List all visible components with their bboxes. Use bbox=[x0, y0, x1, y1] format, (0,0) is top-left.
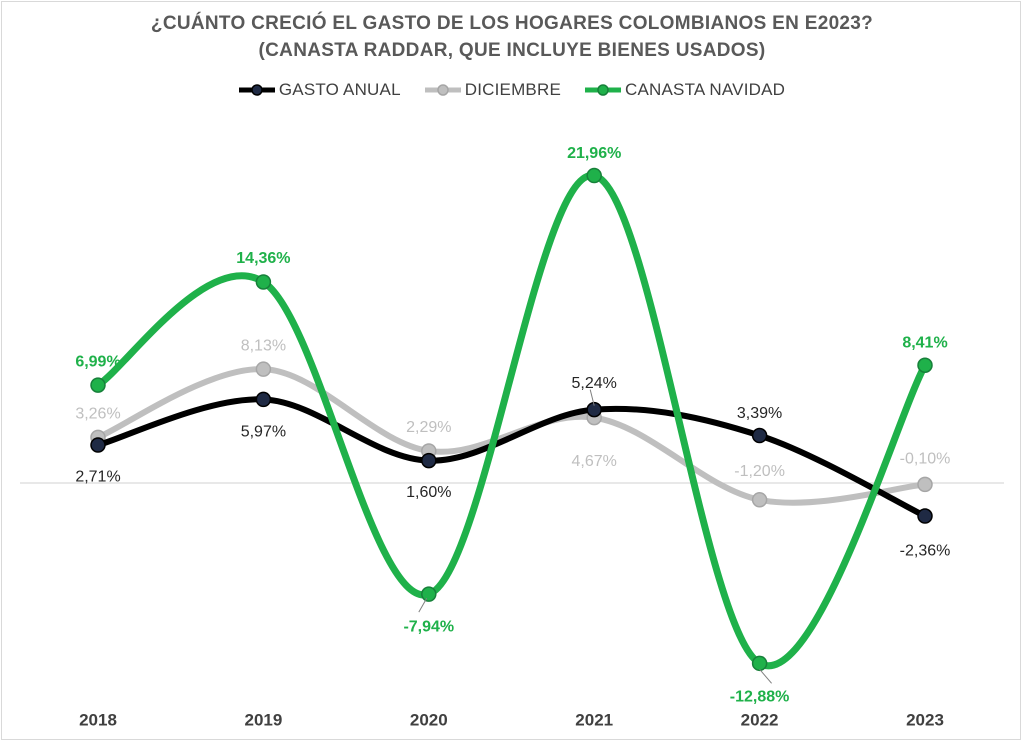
chart-subtitle: (CANASTA RADDAR, QUE INCLUYE BIENES USAD… bbox=[258, 40, 766, 61]
point-canasta-navidad-2022 bbox=[751, 655, 768, 672]
legend-swatch-gasto-anual bbox=[238, 84, 275, 96]
legend-label-canasta-navidad: CANASTA NAVIDAD bbox=[625, 80, 786, 99]
legend-label-diciembre: DICIEMBRE bbox=[464, 80, 561, 99]
data-label-canasta-navidad-2021: 21,96% bbox=[567, 145, 621, 162]
series-line-gasto-anual bbox=[95, 396, 928, 520]
data-label-gasto-anual-2019: 5,97% bbox=[241, 424, 286, 441]
data-label-gasto-anual-2023: -2,36% bbox=[900, 542, 951, 559]
x-tick-label-2022: 2022 bbox=[741, 710, 779, 729]
point-canasta-navidad-2020 bbox=[421, 586, 437, 602]
point-diciembre-2022 bbox=[751, 492, 768, 508]
data-label-diciembre-2022: -1,20% bbox=[734, 463, 785, 480]
legend-swatch-diciembre bbox=[424, 84, 461, 96]
x-tick-label-2021: 2021 bbox=[575, 710, 613, 729]
data-label-diciembre-2023: -0,10% bbox=[900, 451, 951, 468]
data-label-canasta-navidad-2020: -7,94% bbox=[403, 618, 454, 635]
leader-line-navidad-2020 bbox=[418, 597, 428, 613]
data-label-diciembre-2019: 8,13% bbox=[241, 337, 286, 354]
x-tick-label-2019: 2019 bbox=[244, 710, 282, 729]
data-label-gasto-anual-2022: 3,39% bbox=[737, 405, 782, 422]
data-label-gasto-anual-2021: 5,24% bbox=[572, 375, 617, 392]
legend-item-gasto-anual: GASTO ANUAL bbox=[238, 80, 401, 100]
series-line-canasta-navidad bbox=[94, 172, 929, 670]
point-canasta-navidad-2023 bbox=[917, 357, 933, 374]
leader-line-gasto-2021 bbox=[589, 389, 595, 406]
point-canasta-navidad-2019 bbox=[255, 274, 272, 290]
legend-item-diciembre: DICIEMBRE bbox=[424, 80, 561, 100]
point-gasto-anual-2021 bbox=[586, 401, 602, 418]
data-label-canasta-navidad-2023: 8,41% bbox=[902, 334, 947, 351]
data-label-canasta-navidad-2022: -12,88% bbox=[730, 689, 790, 706]
legend-label-gasto-anual: GASTO ANUAL bbox=[278, 80, 401, 99]
data-label-diciembre-2021: 4,67% bbox=[572, 453, 617, 470]
data-label-canasta-navidad-2018: 6,99% bbox=[75, 353, 120, 370]
x-tick-label-2020: 2020 bbox=[410, 710, 448, 729]
point-gasto-anual-2019 bbox=[255, 391, 272, 408]
data-label-canasta-navidad-2019: 14,36% bbox=[236, 250, 290, 267]
chart-legend: GASTO ANUAL DICIEMBRE CANASTA NAVIDAD bbox=[0, 80, 1024, 100]
data-label-gasto-anual-2020: 1,60% bbox=[406, 484, 451, 501]
point-gasto-anual-2023 bbox=[917, 508, 933, 524]
legend-item-canasta-navidad: CANASTA NAVIDAD bbox=[585, 80, 785, 100]
legend-swatch-canasta-navidad bbox=[585, 84, 621, 96]
point-gasto-anual-2018 bbox=[90, 437, 106, 453]
leader-line-navidad-2022 bbox=[759, 668, 772, 684]
x-tick-label-2023: 2023 bbox=[906, 710, 944, 729]
series-line-diciembre bbox=[95, 366, 928, 506]
data-label-diciembre-2020: 2,29% bbox=[406, 419, 451, 436]
point-diciembre-2019 bbox=[255, 361, 272, 377]
data-label-diciembre-2018: 3,26% bbox=[75, 406, 120, 423]
point-canasta-navidad-2018 bbox=[90, 377, 106, 393]
point-canasta-navidad-2021 bbox=[586, 167, 602, 184]
chart-title: ¿CUÁNTO CRECIÓ EL GASTO DE LOS HOGARES C… bbox=[150, 13, 874, 34]
point-gasto-anual-2020 bbox=[421, 452, 437, 469]
x-tick-label-2018: 2018 bbox=[79, 710, 117, 729]
point-diciembre-2023 bbox=[917, 476, 933, 493]
data-label-gasto-anual-2018: 2,71% bbox=[75, 468, 120, 485]
point-gasto-anual-2022 bbox=[751, 427, 768, 444]
